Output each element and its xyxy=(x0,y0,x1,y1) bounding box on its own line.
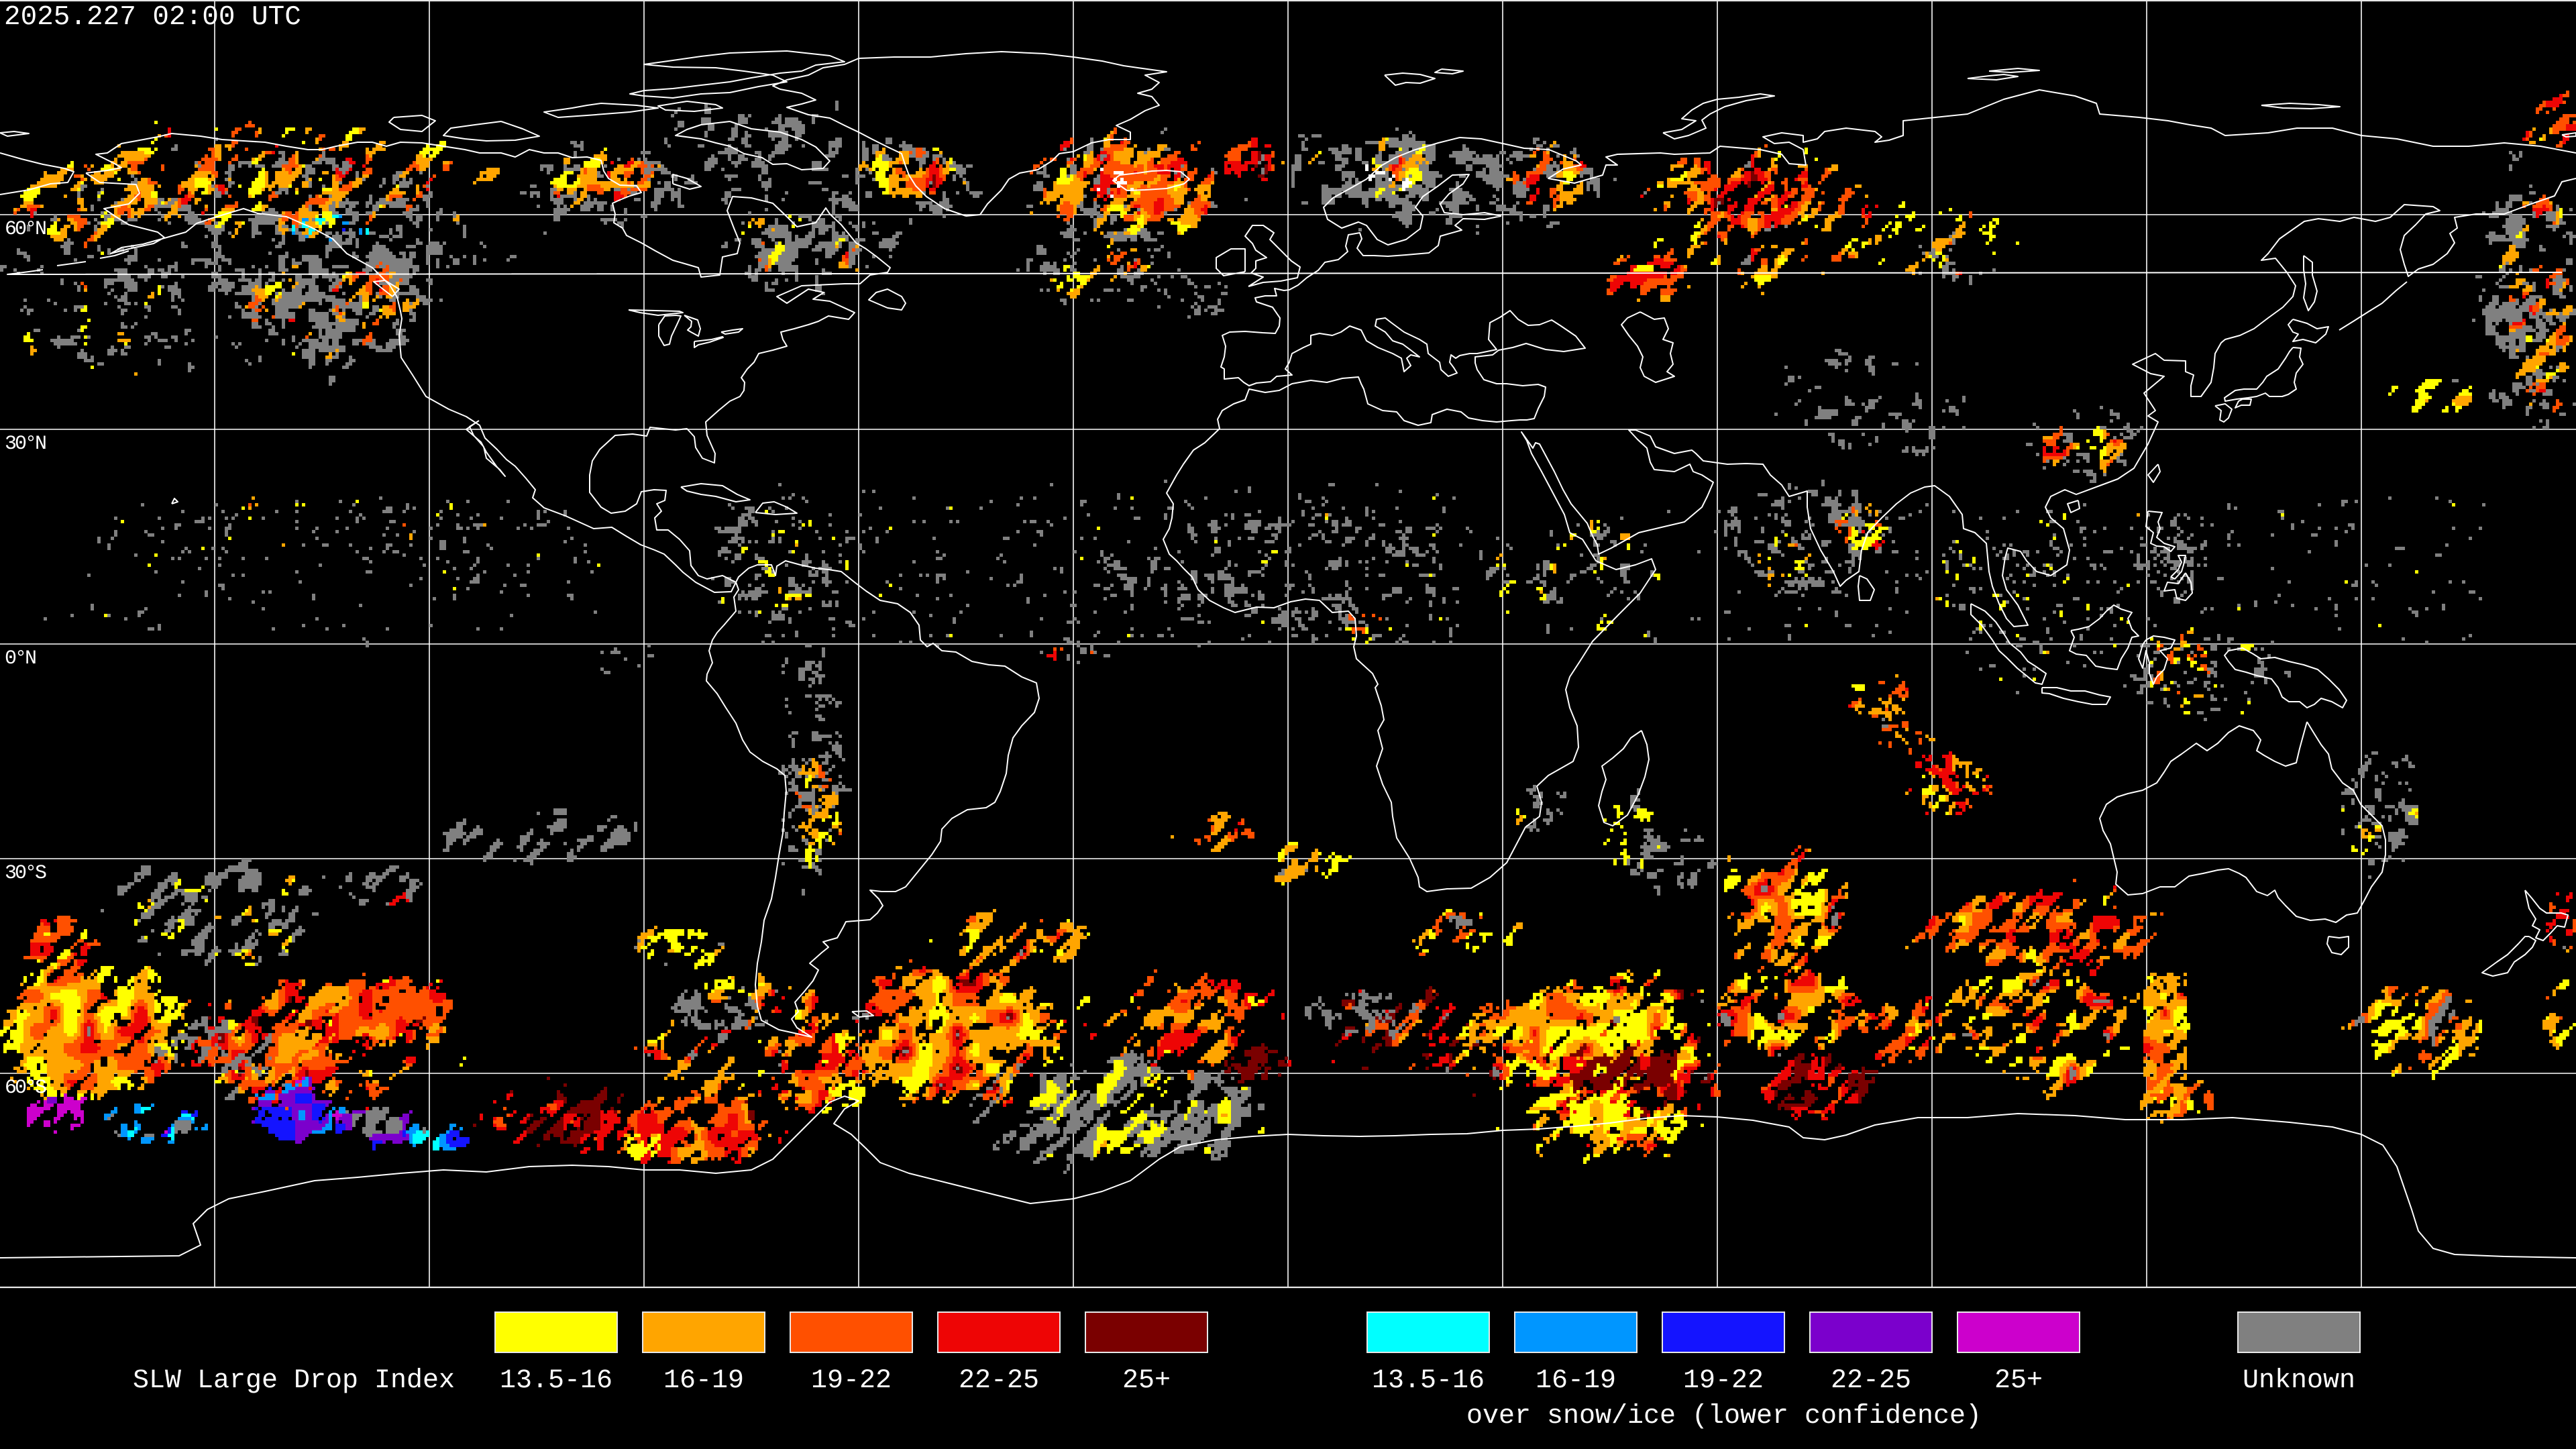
svg-text:0°N: 0°N xyxy=(5,647,36,670)
svg-text:22-25: 22-25 xyxy=(1831,1366,1911,1396)
svg-text:16-19: 16-19 xyxy=(663,1366,744,1396)
svg-text:60°N: 60°N xyxy=(5,218,46,241)
svg-text:25+: 25+ xyxy=(1994,1366,2043,1396)
svg-text:19-22: 19-22 xyxy=(811,1366,892,1396)
svg-text:13.5-16: 13.5-16 xyxy=(1372,1366,1485,1396)
svg-text:13.5-16: 13.5-16 xyxy=(500,1366,612,1396)
svg-text:over snow/ice (lower confidenc: over snow/ice (lower confidence) xyxy=(1466,1401,1982,1432)
svg-text:SLW Large Drop Index: SLW Large Drop Index xyxy=(133,1366,455,1396)
svg-text:30°N: 30°N xyxy=(5,433,46,455)
svg-text:2025.227 02:00 UTC: 2025.227 02:00 UTC xyxy=(4,2,301,33)
svg-text:19-22: 19-22 xyxy=(1683,1366,1764,1396)
svg-text:60°S: 60°S xyxy=(5,1077,46,1099)
svg-text:16-19: 16-19 xyxy=(1536,1366,1616,1396)
svg-text:25+: 25+ xyxy=(1122,1366,1171,1396)
svg-text:22-25: 22-25 xyxy=(959,1366,1039,1396)
svg-text:Unknown: Unknown xyxy=(2243,1366,2355,1396)
svg-text:30°S: 30°S xyxy=(5,862,46,885)
